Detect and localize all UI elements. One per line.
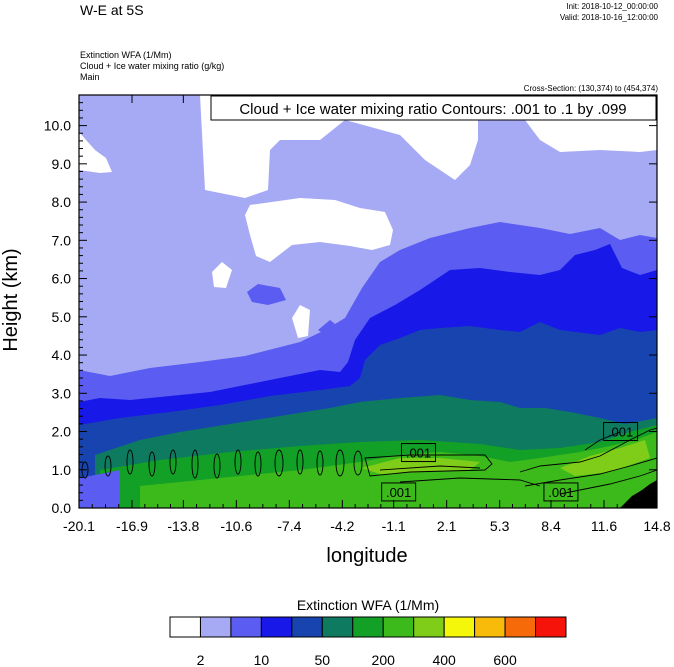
colorbar-cell [382, 616, 415, 638]
x-tick-label: -13.8 [167, 518, 199, 534]
colorbar-cell [352, 616, 384, 638]
colorbar-tick-label: 50 [315, 652, 331, 667]
colorbar-cell [230, 616, 262, 638]
contour-label-box [381, 482, 417, 502]
y-tick-label: 1.0 [52, 462, 72, 478]
colorbar-cell [443, 616, 476, 638]
y-tick-label: 9.0 [52, 156, 72, 172]
colorbar-cell [535, 616, 567, 638]
field-label-cloud-ice: Cloud + Ice water mixing ratio (g/kg) [80, 61, 225, 71]
colorbar-tick-label: 2 [197, 652, 205, 667]
y-tick-label: 3.0 [52, 385, 72, 401]
y-tick-label: 0.0 [52, 500, 72, 516]
y-tick-label: 4.0 [52, 347, 72, 363]
colorbar-cell [474, 616, 506, 638]
x-tick-label: 5.3 [490, 518, 510, 534]
x-tick-label: -20.1 [63, 518, 95, 534]
y-tick-label: 8.0 [52, 194, 72, 210]
colorbar-tick-label: 200 [372, 652, 396, 667]
colorbar-cell [504, 616, 537, 638]
colorbar-tick-label: 400 [432, 652, 456, 667]
contour-label-box [401, 443, 437, 463]
contour-label-box [543, 482, 579, 502]
colorbar-tick-label: 600 [493, 652, 517, 667]
colorbar-tick-label: 10 [254, 652, 270, 667]
colorbar-cell [169, 616, 201, 638]
x-tick-label: 8.4 [541, 518, 561, 534]
x-tick-label: -4.2 [330, 518, 354, 534]
colorbar-title: Extinction WFA (1/Mm) [297, 597, 439, 613]
extinction-field [79, 95, 657, 508]
contour-label-box [603, 422, 639, 442]
y-tick-label: 10.0 [44, 118, 71, 134]
y-axis-title: Height (km) [0, 248, 22, 351]
x-tick-label: -16.9 [116, 518, 148, 534]
colorbar: 2 10 50 200 400 600 [169, 616, 567, 667]
y-axis: 0.0 1.0 2.0 3.0 4.0 5.0 6.0 7.0 8.0 9.0 10.0 [44, 102, 657, 516]
contour-info-box [210, 95, 657, 121]
field-label-extinction: Extinction WFA (1/Mm) [80, 50, 172, 60]
y-tick-label: 7.0 [52, 232, 72, 248]
cross-section-label: Cross-Section: (130,374) to (454,374) [523, 84, 658, 93]
y-tick-label: 5.0 [52, 309, 72, 325]
x-axis: -20.1 -16.9 -13.8 -10.6 -7.4 -4.2 -1.1 2.1 5.3 8.… [63, 95, 671, 534]
field-label-main: Main [80, 72, 100, 82]
contour-info-text: Cloud + Ice water mixing ratio Contours:… [239, 101, 626, 118]
y-tick-label: 2.0 [52, 424, 72, 440]
colorbar-cell [199, 616, 232, 638]
x-tick-label: -1.1 [382, 518, 406, 534]
contour-label: .001 [406, 446, 431, 461]
colorbar-cell [291, 616, 323, 638]
x-tick-label: 2.1 [437, 518, 457, 534]
x-tick-label: -10.6 [220, 518, 252, 534]
x-tick-label: 14.8 [643, 518, 670, 534]
contour-labels: .001 .001 .001 .001 [381, 422, 639, 502]
x-axis-title: longitude [326, 545, 407, 567]
valid-time: Valid: 2018-10-16_12:00:00 [559, 13, 658, 22]
contour-label: .001 [548, 485, 573, 500]
plot-title: W-E at 5S [80, 2, 144, 18]
colorbar-cell [260, 616, 293, 638]
init-time: Init: 2018-10-12_00:00:00 [566, 2, 658, 11]
y-tick-label: 6.0 [52, 271, 72, 287]
colorbar-cell [321, 616, 354, 638]
contour-label: .001 [386, 485, 411, 500]
contour-label: .001 [608, 425, 633, 440]
x-tick-label: 11.6 [591, 518, 617, 534]
x-tick-label: -7.4 [277, 518, 301, 534]
colorbar-cell [413, 616, 445, 638]
